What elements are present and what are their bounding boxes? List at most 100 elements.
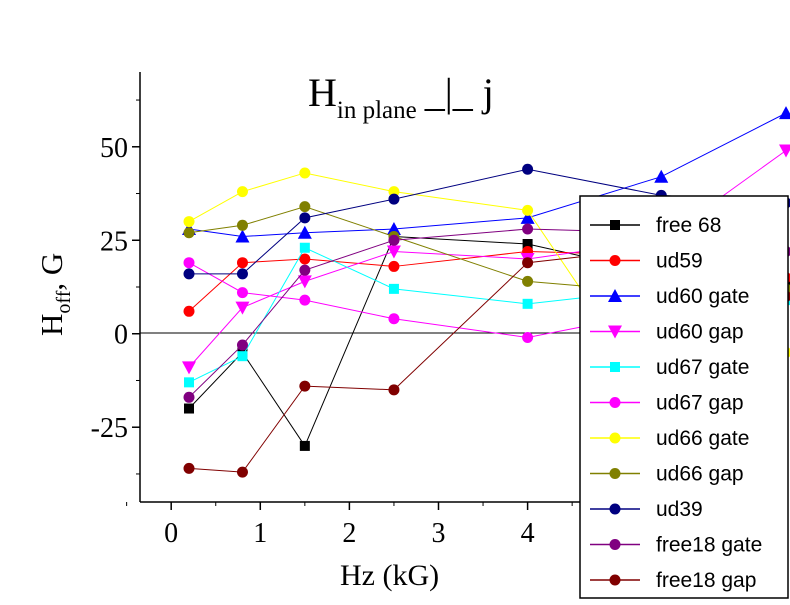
data-point (779, 106, 790, 120)
legend-label: ud67 gate (656, 356, 749, 379)
data-point (386, 245, 401, 259)
data-point (183, 227, 195, 239)
legend-item-ud67-gate: ud67 gate (590, 356, 749, 379)
data-point (388, 260, 400, 272)
x-axis-label: Hz (kG) (340, 559, 439, 592)
legend-item-ud66-gap: ud66 gap (590, 463, 744, 486)
legend-marker (609, 468, 621, 479)
data-point (388, 234, 400, 246)
legend-item-free-68: free 68 (590, 214, 721, 237)
data-point (183, 257, 195, 269)
legend-label: free18 gap (656, 569, 756, 592)
data-point (182, 361, 197, 375)
data-point (183, 391, 195, 403)
data-point (299, 253, 311, 265)
data-point (236, 257, 248, 269)
data-point (184, 377, 195, 388)
data-point (388, 384, 400, 396)
legend-item-ud60-gap: ud60 gap (590, 321, 744, 344)
data-point (654, 169, 669, 183)
ylabel-subscript: off (53, 290, 75, 313)
data-point (236, 268, 248, 280)
data-point (520, 210, 535, 224)
legend-marker (609, 255, 621, 266)
data-point (522, 275, 534, 287)
data-point (522, 163, 534, 175)
data-point (299, 212, 311, 224)
data-point (183, 305, 195, 317)
data-point (183, 268, 195, 280)
data-point (299, 264, 311, 276)
chart-title: Hin plane _|_ j (308, 70, 494, 124)
data-point (236, 466, 248, 478)
data-point (236, 186, 248, 198)
legend-label: ud59 (656, 250, 703, 273)
legend: free 68 ud59 ud60 gate ud60 gap ud67 gate ud6… (579, 195, 789, 599)
legend-marker (609, 574, 621, 586)
data-point (183, 216, 195, 228)
data-point (522, 239, 533, 249)
title-subscript: in plane (337, 97, 417, 124)
y-tick-label: 50 (100, 133, 128, 164)
data-point (522, 204, 534, 216)
data-point (522, 298, 533, 309)
x-tick-label: 3 (431, 518, 445, 549)
data-point (386, 222, 401, 236)
legend-marker (610, 362, 620, 372)
data-point (522, 223, 534, 235)
data-point (388, 193, 400, 205)
title-main: H (308, 70, 337, 115)
legend-marker (609, 432, 621, 444)
data-point (237, 351, 248, 362)
y-axis-label: Hoff, G (34, 253, 75, 336)
legend-item-ud67-gap: ud67 gap (590, 392, 744, 415)
data-point (235, 301, 250, 315)
data-point (299, 201, 311, 213)
data-point (299, 440, 310, 451)
legend-label: ud60 gap (656, 321, 744, 344)
data-point (388, 313, 400, 325)
legend-label: free18 gate (656, 534, 762, 557)
legend-marker (608, 289, 622, 302)
data-point (299, 380, 311, 392)
data-point (779, 144, 790, 158)
data-point (184, 403, 195, 414)
x-tick-label: 4 (521, 518, 535, 549)
legend-marker (609, 503, 621, 515)
legend-marker (609, 539, 621, 550)
legend-item-free18-gate: free18 gate (590, 534, 762, 557)
legend-marker (609, 397, 621, 408)
legend-label: free 68 (656, 214, 721, 237)
y-tick-label: -25 (91, 413, 128, 444)
data-point (236, 219, 248, 231)
data-point (522, 257, 534, 269)
legend-label: ud67 gap (656, 392, 744, 415)
y-tick-label: 0 (114, 320, 128, 351)
legend-label: ud66 gate (656, 427, 749, 450)
data-point (235, 229, 250, 243)
x-tick-label: 0 (164, 518, 178, 549)
y-tick-label: 25 (100, 226, 128, 257)
data-point (297, 275, 312, 289)
data-point (236, 287, 248, 299)
x-tick-label: 2 (342, 518, 356, 549)
data-point (297, 225, 312, 239)
legend-marker (608, 325, 622, 339)
ylabel-main: H (34, 314, 69, 336)
title-tail: _|_ j (424, 70, 494, 115)
legend-label: ud66 gap (656, 463, 744, 486)
legend-label: ud60 gate (656, 285, 749, 308)
legend-item-ud59: ud59 (590, 250, 703, 273)
data-point (299, 294, 311, 306)
data-point (236, 339, 248, 351)
legend-item-ud39: ud39 (590, 498, 703, 521)
legend-label: ud39 (656, 498, 703, 521)
data-point (299, 242, 310, 253)
data-point (183, 462, 195, 474)
legend-item-ud66-gate: ud66 gate (590, 427, 749, 450)
legend-item-ud60-gate: ud60 gate (590, 285, 749, 308)
legend-marker (610, 220, 620, 230)
data-point (299, 167, 311, 179)
ylabel-tail: , G (34, 253, 69, 291)
